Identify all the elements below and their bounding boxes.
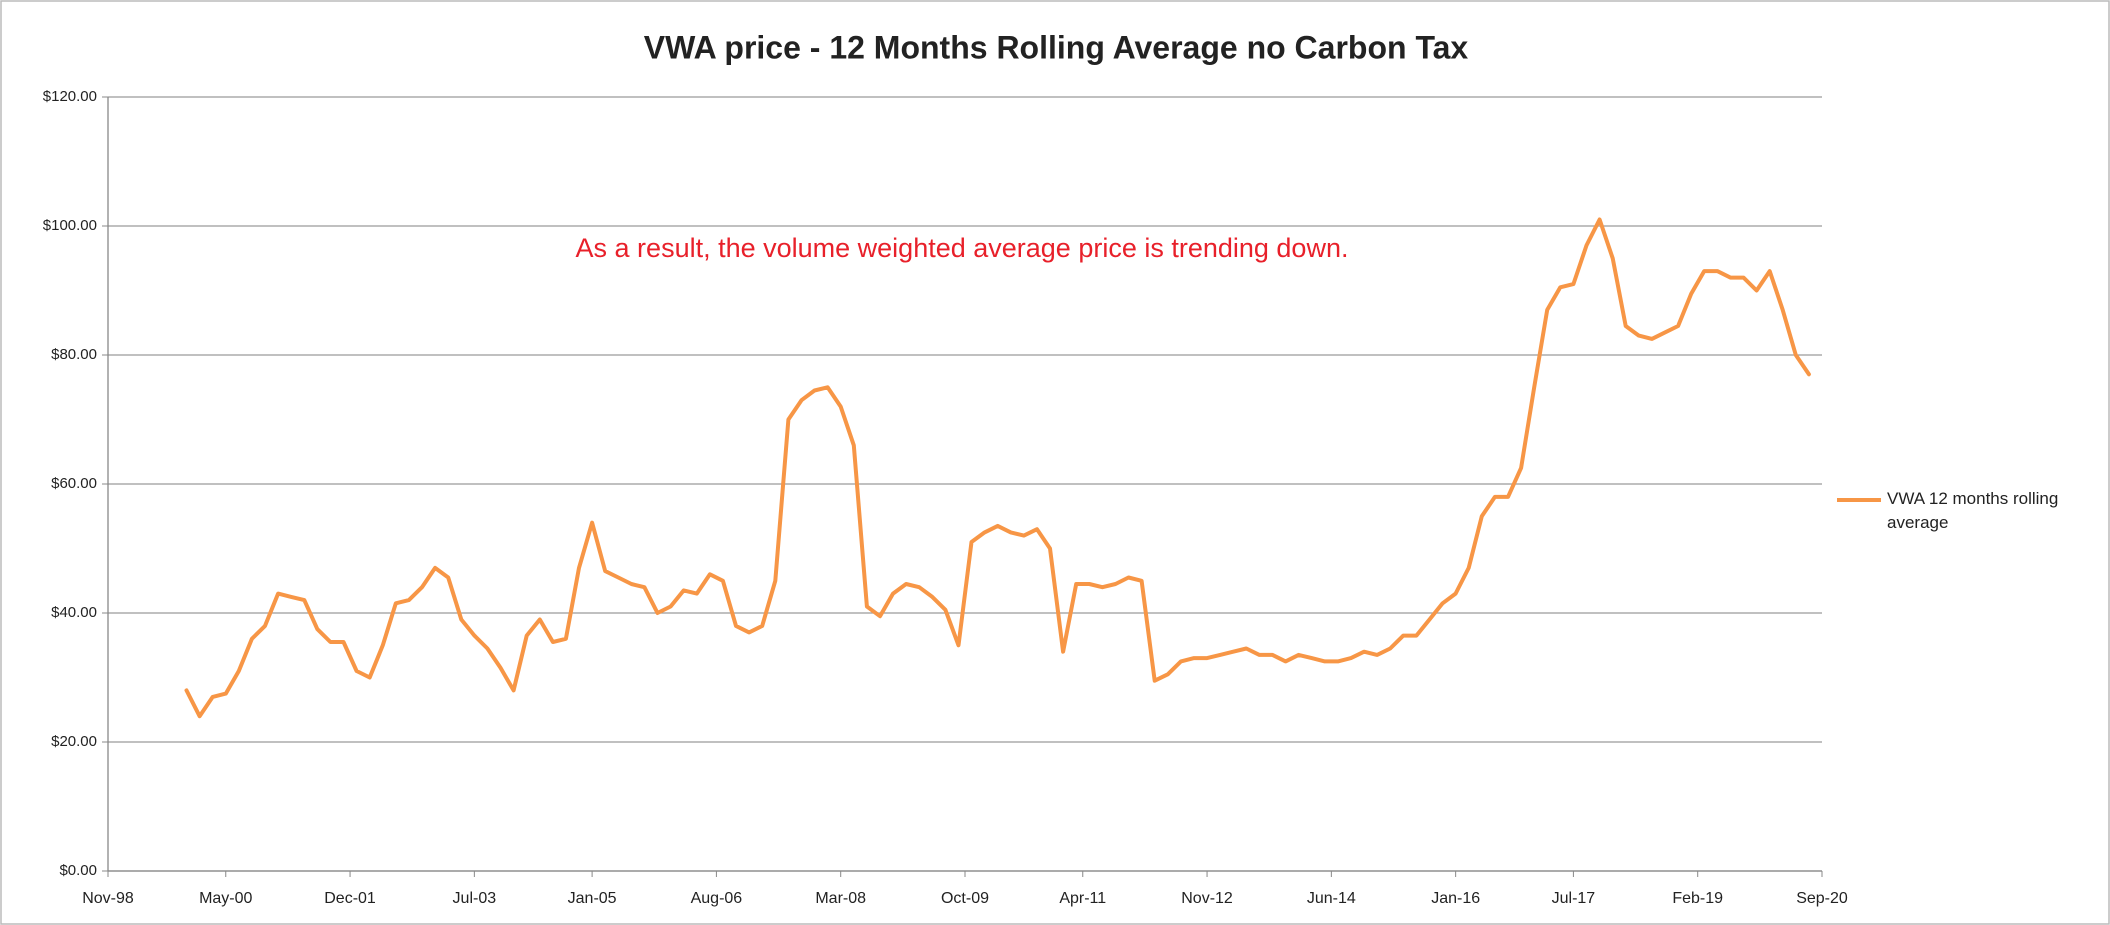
x-tick-label: Nov-12	[1181, 890, 1233, 907]
x-tick-label: Jun-14	[1307, 890, 1356, 907]
x-tick-label: Sep-20	[1796, 890, 1848, 907]
x-tick-label: Jan-16	[1431, 890, 1480, 907]
x-tick-label: Jan-05	[568, 890, 617, 907]
x-tick-label: Aug-06	[691, 890, 743, 907]
y-tick-label: $40.00	[51, 604, 97, 621]
y-tick-label: $80.00	[51, 346, 97, 363]
y-tick-label: $120.00	[43, 88, 97, 105]
x-tick-label: Jul-03	[453, 890, 497, 907]
y-tick-label: $100.00	[43, 217, 97, 234]
data-line	[184, 217, 1811, 719]
chart-title: VWA price - 12 Months Rolling Average no…	[644, 29, 1469, 65]
y-tick-label: $20.00	[51, 733, 97, 750]
x-tick-label: Nov-98	[82, 890, 134, 907]
x-tick-label: Oct-09	[941, 890, 989, 907]
annotation: As a result, the volume weighted average…	[576, 233, 1349, 263]
x-tick-label: Jul-17	[1552, 890, 1596, 907]
x-tick-label: Feb-19	[1672, 890, 1723, 907]
y-tick-label: $0.00	[59, 862, 97, 879]
x-tick-label: Apr-11	[1059, 890, 1106, 907]
x-tick-label: Dec-01	[324, 890, 376, 907]
x-tick-label: Mar-08	[815, 890, 866, 907]
legend-label: VWA 12 months rolling average	[1887, 489, 2059, 532]
x-tick-label: May-00	[199, 890, 252, 907]
y-tick-label: $60.00	[51, 475, 97, 492]
